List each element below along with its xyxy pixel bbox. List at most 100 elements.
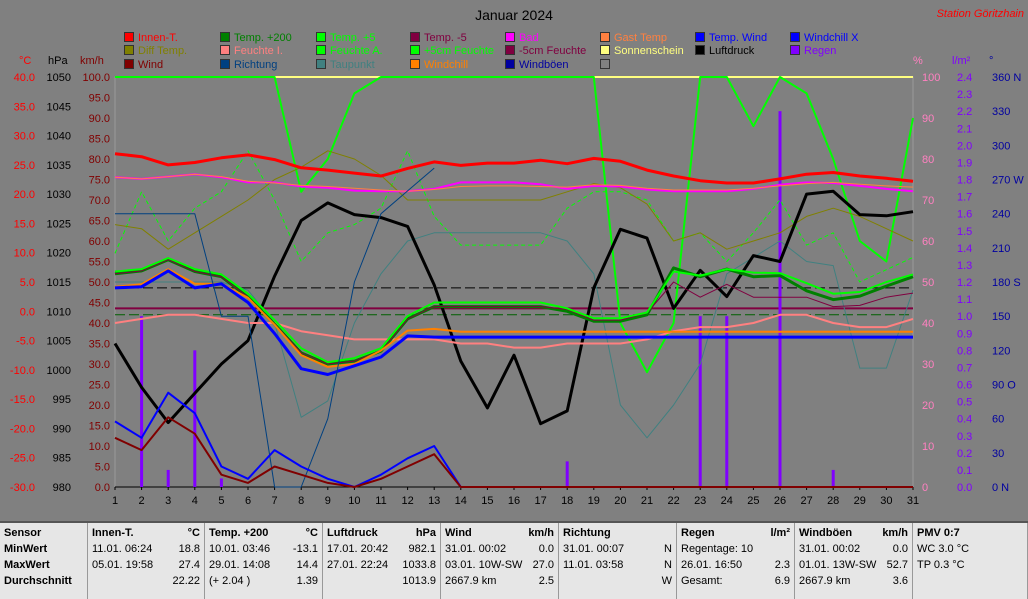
x-tick-label: 2 xyxy=(139,495,145,507)
x-tick-label: 3 xyxy=(165,495,171,507)
rain-bar xyxy=(140,316,144,487)
stats-box-title: PMV 0:7 xyxy=(917,527,960,539)
rain-bar xyxy=(219,478,223,487)
stats-box-title: Luftdruck xyxy=(327,527,378,539)
stats-row: 1013.9 xyxy=(327,573,436,589)
temp-tick-label: -15.0 xyxy=(10,394,35,406)
legend-label: Feuchte A. xyxy=(330,45,383,57)
series-line xyxy=(113,189,914,426)
x-tick-label: 26 xyxy=(774,495,786,507)
rain-tick-label: 0.0 xyxy=(957,482,972,494)
stats-cell-value: 982.1 xyxy=(408,543,436,555)
stats-box-unit: km/h xyxy=(882,527,908,539)
stats-row: TP 0.3 °C xyxy=(917,557,1023,573)
rain-tick-label: 0.3 xyxy=(957,431,972,443)
rain-tick-label: 0.1 xyxy=(957,465,972,477)
wind-tick-label: 95.0 xyxy=(89,93,110,105)
legend-label: Regen xyxy=(804,45,837,57)
pressure-tick-label: 980 xyxy=(53,482,71,494)
stats-row: 26.01. 16:50 2.3 xyxy=(681,557,790,573)
pressure-tick-label: 1045 xyxy=(47,101,71,113)
stats-panel: Sensor MinWert MaxWert Durchschnitt Inne… xyxy=(0,521,1028,599)
stats-cell-label: 01.01. 13W-SW xyxy=(799,559,877,571)
pressure-tick-label: 1030 xyxy=(47,189,71,201)
stats-box-title: Wind xyxy=(445,527,472,539)
legend-label: Windchill X xyxy=(804,32,859,44)
stats-box-title: Richtung xyxy=(563,527,611,539)
series-line xyxy=(114,416,913,488)
unit-degree: ° xyxy=(989,55,994,67)
legend-swatch xyxy=(695,32,705,42)
series-line xyxy=(114,313,914,349)
unit-rain: l/m² xyxy=(952,55,971,67)
rain-bar xyxy=(565,461,569,487)
rain-bar xyxy=(831,469,835,487)
series-line xyxy=(114,173,914,193)
series-line xyxy=(114,257,914,364)
stats-label-min: MinWert xyxy=(4,543,48,555)
direction-tick-label: 120 xyxy=(992,345,1010,357)
rain-tick-label: 1.5 xyxy=(957,226,972,238)
stats-box-header: Innen-T. °C xyxy=(92,525,200,541)
rain-bar xyxy=(778,111,782,488)
wind-tick-label: 100.0 xyxy=(82,72,110,84)
stats-row: 31.01. 00:02 0.0 xyxy=(799,541,908,557)
rain-bar xyxy=(698,316,702,487)
rain-tick-label: 2.2 xyxy=(957,106,972,118)
percent-tick-label: 60 xyxy=(922,236,934,248)
x-tick-label: 28 xyxy=(827,495,839,507)
stats-cell-label: 31.01. 00:02 xyxy=(799,543,861,555)
legend-item: Windchill X xyxy=(790,32,858,44)
stats-box-unit: km/h xyxy=(528,527,554,539)
rain-tick-label: 1.6 xyxy=(957,209,972,221)
wind-tick-label: 90.0 xyxy=(89,113,110,125)
rain-tick-label: 2.4 xyxy=(957,72,972,84)
stats-box: PMV 0:7 WC 3.0 °C TP 0.3 °C xyxy=(913,523,1028,599)
rain-tick-label: 0.8 xyxy=(957,345,972,357)
stats-box-title: Innen-T. xyxy=(92,527,134,539)
percent-tick-label: 70 xyxy=(922,195,934,207)
stats-box-header: Wind km/h xyxy=(445,525,554,541)
direction-tick-label: 180 S xyxy=(992,277,1021,289)
stats-box: Innen-T. °C 11.01. 06:24 18.8 05.01. 19:58 27… xyxy=(88,523,205,599)
x-tick-label: 6 xyxy=(245,495,251,507)
rain-tick-label: 0.4 xyxy=(957,414,972,426)
legend-swatch xyxy=(600,59,610,69)
rain-tick-label: 2.0 xyxy=(957,140,972,152)
rain-tick-label: 0.6 xyxy=(957,380,972,392)
wind-tick-label: 30.0 xyxy=(89,359,110,371)
stats-label-sensor: Sensor xyxy=(4,527,42,539)
x-tick-label: 23 xyxy=(694,495,706,507)
temp-tick-label: -5.0 xyxy=(16,336,35,348)
rain-tick-label: 0.2 xyxy=(957,448,972,460)
x-tick-label: 10 xyxy=(348,495,360,507)
legend-label: -0.6 Monat-Ø xyxy=(614,59,679,71)
legend-swatch xyxy=(124,59,134,69)
unit-pressure: hPa xyxy=(48,55,68,67)
stats-cell-value: -13.1 xyxy=(292,543,318,555)
rain-tick-label: 1.1 xyxy=(957,294,972,306)
rain-tick-label: 2.1 xyxy=(957,123,972,135)
legend-item: Temp. -5 xyxy=(410,32,467,44)
x-tick-label: 30 xyxy=(880,495,892,507)
legend-item: +5cm Feuchte xyxy=(410,45,494,57)
legend-label: Wind xyxy=(138,59,164,71)
rain-tick-label: 1.4 xyxy=(957,243,972,255)
legend-swatch xyxy=(220,59,230,69)
rain-tick-label: 0.7 xyxy=(957,362,972,374)
x-tick-label: 17 xyxy=(534,495,546,507)
percent-tick-label: 100 xyxy=(922,72,940,84)
legend-swatch xyxy=(505,59,515,69)
rain-tick-label: 2.3 xyxy=(957,89,972,101)
x-tick-label: 11 xyxy=(375,495,386,507)
legend-label: Innen-T. xyxy=(138,32,178,44)
legend-swatch xyxy=(316,32,326,42)
stats-box-unit: hPa xyxy=(415,527,436,539)
stats-row: 22.22 xyxy=(92,573,200,589)
wind-tick-label: 0.0 xyxy=(95,482,110,494)
stats-box-header: Windböen km/h xyxy=(799,525,908,541)
stats-row: Regentage: 10 xyxy=(681,541,790,557)
legend-swatch xyxy=(505,45,515,55)
stats-box: Windböen km/h 31.01. 00:02 0.0 01.01. 13W-SW… xyxy=(795,523,913,599)
unit-temp: °C xyxy=(19,55,32,67)
